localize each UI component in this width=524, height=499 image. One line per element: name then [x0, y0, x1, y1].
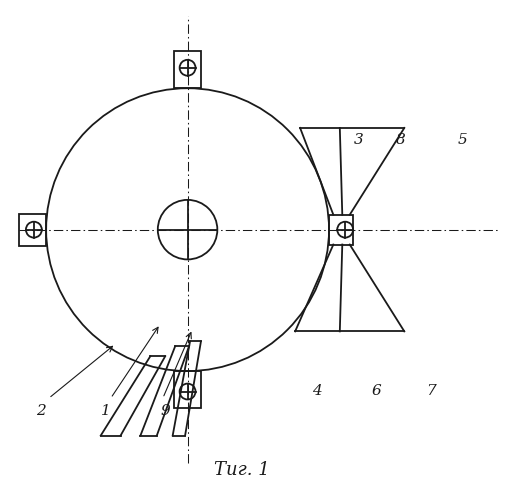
Bar — [329, 215, 353, 245]
Bar — [174, 51, 201, 88]
Text: 8: 8 — [396, 133, 406, 147]
Text: 1: 1 — [101, 404, 111, 418]
Text: 2: 2 — [36, 404, 46, 418]
Text: 5: 5 — [458, 133, 468, 147]
Bar — [19, 214, 46, 246]
Text: 9: 9 — [160, 404, 170, 418]
Text: Τиг. 1: Τиг. 1 — [214, 461, 270, 479]
Bar — [174, 371, 201, 408]
Text: 6: 6 — [372, 384, 381, 398]
Text: 7: 7 — [426, 384, 435, 398]
Text: 4: 4 — [312, 384, 321, 398]
Text: 3: 3 — [354, 133, 364, 147]
